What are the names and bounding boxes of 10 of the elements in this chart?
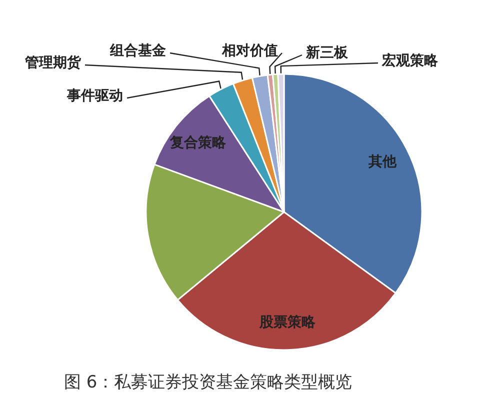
slice-label: 组合基金 [109, 43, 167, 59]
slice-label: 相对价值 [221, 43, 278, 59]
slice-label: 事件驱动 [66, 88, 123, 104]
slice-label: 新三板 [305, 44, 349, 61]
slice-label: 其他 [367, 154, 398, 170]
slice-label: 管理期货 [24, 55, 82, 71]
slice-label: 宏观策略 [381, 52, 439, 69]
caption: 图 6：私募证券投资基金策略类型概览 [64, 372, 352, 392]
slice-label: 股票策略 [258, 314, 316, 330]
slice-label: 复合策略 [168, 134, 227, 151]
